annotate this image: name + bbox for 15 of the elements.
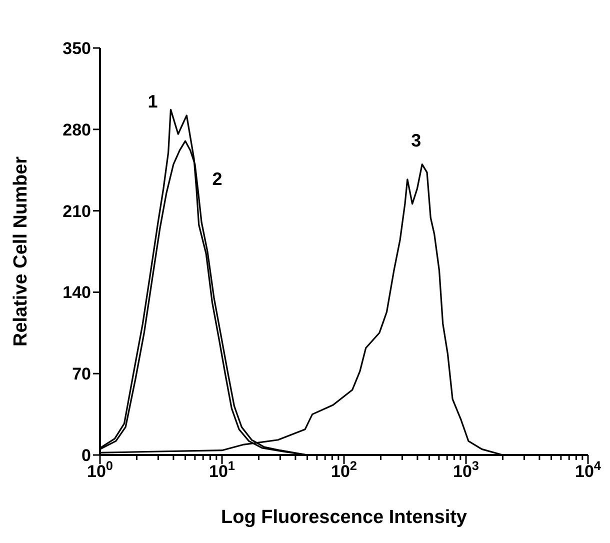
x-tick-label: 10$^{4}$ (574, 458, 602, 481)
x-tick-label: 10$^{1}$ (208, 458, 236, 481)
y-tick-label: 350 (62, 39, 91, 58)
y-tick-label: 210 (62, 202, 91, 221)
series-label: 2 (212, 169, 222, 190)
y-tick-label: 0 (82, 446, 91, 465)
y-tick-label: 140 (62, 283, 91, 302)
series-label: 1 (148, 92, 158, 112)
y-tick-label: 280 (62, 120, 91, 140)
y-tick-label: 70 (72, 364, 91, 384)
x-tick-label: 10$^{3}$ (452, 458, 480, 481)
x-axis-title: Log Fluorescence Intensity (221, 507, 468, 528)
x-tick-label: 10$^{2}$ (330, 458, 358, 481)
series-label: 3 (411, 130, 422, 150)
y-axis-title: Relative Cell Number (10, 156, 32, 347)
